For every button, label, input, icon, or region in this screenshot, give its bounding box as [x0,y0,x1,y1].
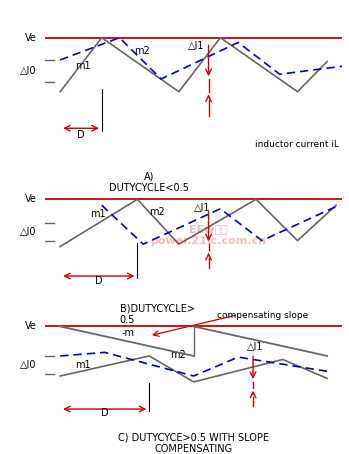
Text: △I0: △I0 [20,360,36,370]
Text: D: D [101,408,109,418]
Text: A)
DUTYCYCLE<0.5: A) DUTYCYCLE<0.5 [109,171,189,193]
Text: m1: m1 [75,61,91,71]
Text: △I1: △I1 [194,203,210,213]
Text: D: D [77,130,85,140]
Text: -m: -m [122,328,135,338]
Text: compensating slope: compensating slope [217,311,309,320]
Text: △I1: △I1 [247,342,263,352]
Text: m1: m1 [75,360,91,370]
Text: Ve: Ve [24,321,36,331]
Text: C) DUTYCYCE>0.5 WITH SLOPE
COMPENSATING: C) DUTYCYCE>0.5 WITH SLOPE COMPENSATING [118,433,269,454]
Text: m2: m2 [134,45,150,55]
Text: m2: m2 [170,350,186,360]
Text: inductor current iL: inductor current iL [255,140,339,148]
Text: △I0: △I0 [20,66,36,76]
Text: Ve: Ve [24,194,36,204]
Text: m1: m1 [90,209,105,219]
Text: △I1: △I1 [188,41,204,51]
Text: △I0: △I0 [20,227,36,237]
Text: Ve: Ve [24,33,36,43]
Text: D: D [95,276,103,286]
Text: m2: m2 [149,207,165,217]
Text: EEw世界
power.21ic.com.cn: EEw世界 power.21ic.com.cn [150,224,267,246]
Text: B)DUTYCYCLE>
0.5: B)DUTYCYCLE> 0.5 [119,303,194,325]
